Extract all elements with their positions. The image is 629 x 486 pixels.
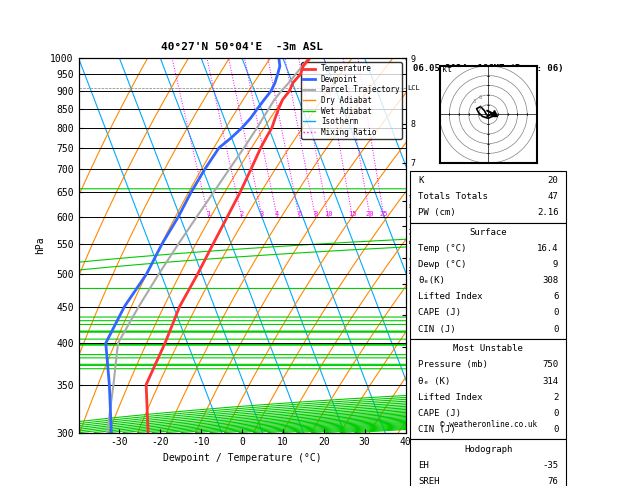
Text: CAPE (J): CAPE (J) bbox=[418, 309, 461, 317]
Text: 16.4: 16.4 bbox=[537, 244, 559, 253]
Text: 3: 3 bbox=[260, 211, 264, 217]
Text: Lifted Index: Lifted Index bbox=[418, 293, 482, 301]
Text: 4: 4 bbox=[275, 211, 279, 217]
Text: © weatheronline.co.uk: © weatheronline.co.uk bbox=[440, 420, 537, 429]
Text: LCL: LCL bbox=[408, 86, 420, 91]
Text: Hodograph: Hodograph bbox=[464, 445, 513, 454]
Text: 1: 1 bbox=[206, 211, 211, 217]
Text: 0: 0 bbox=[553, 309, 559, 317]
Text: 10: 10 bbox=[324, 211, 333, 217]
Text: 2: 2 bbox=[240, 211, 244, 217]
Text: SREH: SREH bbox=[418, 477, 440, 486]
Text: 308: 308 bbox=[542, 277, 559, 285]
Text: 25: 25 bbox=[380, 211, 388, 217]
FancyBboxPatch shape bbox=[410, 171, 566, 223]
Text: 15: 15 bbox=[348, 211, 357, 217]
Text: 0: 0 bbox=[553, 425, 559, 434]
Text: Mixing Ratio (g/kg): Mixing Ratio (g/kg) bbox=[409, 192, 416, 274]
Text: CAPE (J): CAPE (J) bbox=[418, 409, 461, 418]
FancyBboxPatch shape bbox=[410, 439, 566, 486]
Legend: Temperature, Dewpoint, Parcel Trajectory, Dry Adiabat, Wet Adiabat, Isotherm, Mi: Temperature, Dewpoint, Parcel Trajectory… bbox=[301, 62, 402, 139]
Title: 40°27'N 50°04'E  -3m ASL: 40°27'N 50°04'E -3m ASL bbox=[161, 42, 323, 52]
Y-axis label: hPa: hPa bbox=[35, 237, 45, 254]
Text: 9: 9 bbox=[553, 260, 559, 269]
Text: θₑ (K): θₑ (K) bbox=[418, 377, 450, 385]
Text: CIN (J): CIN (J) bbox=[418, 325, 456, 333]
Text: Totals Totals: Totals Totals bbox=[418, 192, 488, 201]
Text: Most Unstable: Most Unstable bbox=[454, 345, 523, 353]
Text: PW (cm): PW (cm) bbox=[418, 208, 456, 217]
Text: 2.16: 2.16 bbox=[537, 208, 559, 217]
Text: 6: 6 bbox=[297, 211, 301, 217]
Text: K: K bbox=[418, 176, 423, 185]
X-axis label: Dewpoint / Temperature (°C): Dewpoint / Temperature (°C) bbox=[163, 453, 321, 463]
Text: Surface: Surface bbox=[469, 228, 507, 237]
Y-axis label: km
ASL: km ASL bbox=[429, 236, 444, 255]
Text: 0: 0 bbox=[553, 325, 559, 333]
FancyBboxPatch shape bbox=[410, 223, 566, 339]
Text: Temp (°C): Temp (°C) bbox=[418, 244, 467, 253]
Text: Pressure (mb): Pressure (mb) bbox=[418, 361, 488, 369]
Text: 2: 2 bbox=[553, 393, 559, 401]
Text: 76: 76 bbox=[548, 477, 559, 486]
Text: Lifted Index: Lifted Index bbox=[418, 393, 482, 401]
FancyBboxPatch shape bbox=[410, 339, 566, 439]
Text: -35: -35 bbox=[542, 461, 559, 470]
Text: 47: 47 bbox=[548, 192, 559, 201]
Text: 750: 750 bbox=[542, 361, 559, 369]
Text: 0: 0 bbox=[553, 409, 559, 418]
Text: 6: 6 bbox=[553, 293, 559, 301]
Text: Dewp (°C): Dewp (°C) bbox=[418, 260, 467, 269]
Text: θₑ(K): θₑ(K) bbox=[418, 277, 445, 285]
Text: 06.05.2024  18GMT (Base: 06): 06.05.2024 18GMT (Base: 06) bbox=[413, 64, 564, 73]
Text: EH: EH bbox=[418, 461, 429, 470]
Text: CIN (J): CIN (J) bbox=[418, 425, 456, 434]
Text: 314: 314 bbox=[542, 377, 559, 385]
Text: 20: 20 bbox=[365, 211, 374, 217]
Text: 20: 20 bbox=[548, 176, 559, 185]
Text: 8: 8 bbox=[313, 211, 318, 217]
